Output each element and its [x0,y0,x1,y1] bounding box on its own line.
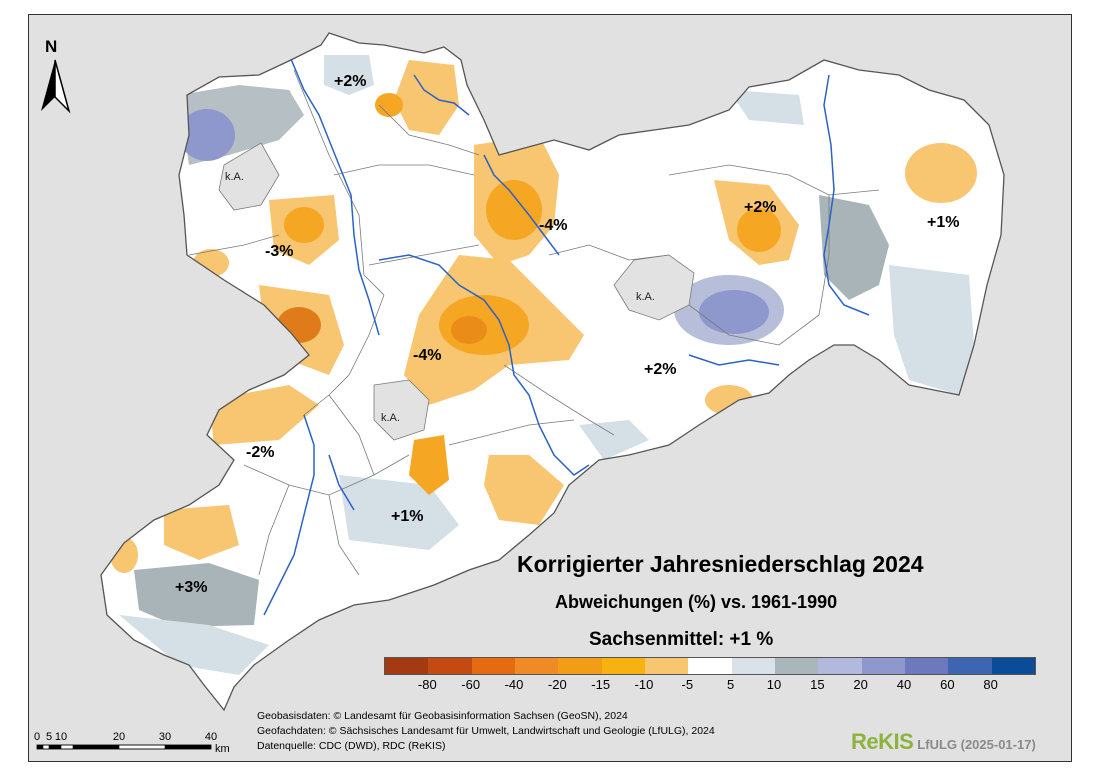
legend-swatch [991,658,1035,674]
scale-label: 40 [204,731,218,743]
legend-swatch [601,658,645,674]
scale-label: 30 [158,731,172,743]
state-mean: Sachsenmittel: +1 % [589,629,774,650]
legend-swatch [774,658,819,674]
legend-tick-label: -60 [461,677,481,692]
region-label: -3% [265,243,294,260]
region-label: +2% [644,361,677,378]
region-label: +3% [175,579,208,596]
legend-swatch [948,658,992,674]
credits: Geobasisdaten: © Landesamt für Geobasisi… [257,709,715,754]
no-data-label: k.A. [225,171,244,183]
scale-label: 0 [33,731,41,743]
legend-tick-label: -40 [504,677,524,692]
rekis-logo: ReKIS [851,729,914,754]
legend-tick-label: -5 [681,677,694,692]
legend-tick-label: 60 [940,677,955,692]
legend-swatch [385,658,429,674]
legend-tick-label: 40 [896,677,912,692]
legend-tick-label: 10 [766,677,782,692]
north-label: N [45,37,58,56]
no-data-label: k.A. [381,412,400,424]
saxony-map [36,32,1005,750]
region-label: +1% [391,508,424,525]
region-label: -4% [539,217,568,234]
legend-tick-label: -10 [634,677,654,692]
legend-tick-label: 15 [810,677,825,692]
scale-label: 5 [45,731,53,743]
legend-swatch [428,658,472,674]
scale-bar [36,744,212,750]
legend-swatch [688,658,732,674]
rekis-subtitle: LfULG (2025-01-17) [917,737,1036,752]
legend-swatch [731,658,775,674]
legend-tick-label: -15 [591,677,611,692]
map-title: Korrigierter Jahresniederschlag 2024 [517,551,924,577]
region-label: +2% [334,73,367,90]
legend-swatch [861,658,905,674]
legend-swatch [558,658,602,674]
no-data-label: k.A. [636,291,655,303]
region-label: -2% [246,444,275,461]
legend-tick-label: -20 [547,677,567,692]
north-arrow-icon [41,59,71,114]
legend-swatch [818,658,862,674]
region-label: -4% [413,347,442,364]
map-subtitle: Abweichungen (%) vs. 1961-1990 [555,592,838,612]
scale-label: 20 [112,731,126,743]
color-legend [384,657,1036,675]
legend-swatch [514,658,559,674]
legend-tick-label: 5 [727,677,735,692]
credit-line: Geofachdaten: © Sächsisches Landesamt fü… [257,725,715,737]
legend-swatch [471,658,515,674]
rekis-branding: ReKIS LfULG (2025-01-17) [851,729,1036,755]
legend-swatch [904,658,949,674]
legend-tick-label: -80 [417,677,437,692]
region-label: +1% [927,214,960,231]
legend-swatch [644,658,689,674]
legend-tick-label: 20 [853,677,868,692]
map-frame: N +2% -3% -4% -4% +2% +1% +2% -2% +1% +3… [28,14,1072,762]
credit-line: Datenquelle: CDC (DWD), RDC (ReKIS) [257,740,446,752]
region-label: +2% [744,199,777,216]
legend-tick-label: 80 [983,677,998,692]
scale-unit: km [215,743,230,755]
credit-line: Geobasisdaten: © Landesamt für Geobasisi… [257,710,628,722]
scale-label: 10 [54,731,68,743]
